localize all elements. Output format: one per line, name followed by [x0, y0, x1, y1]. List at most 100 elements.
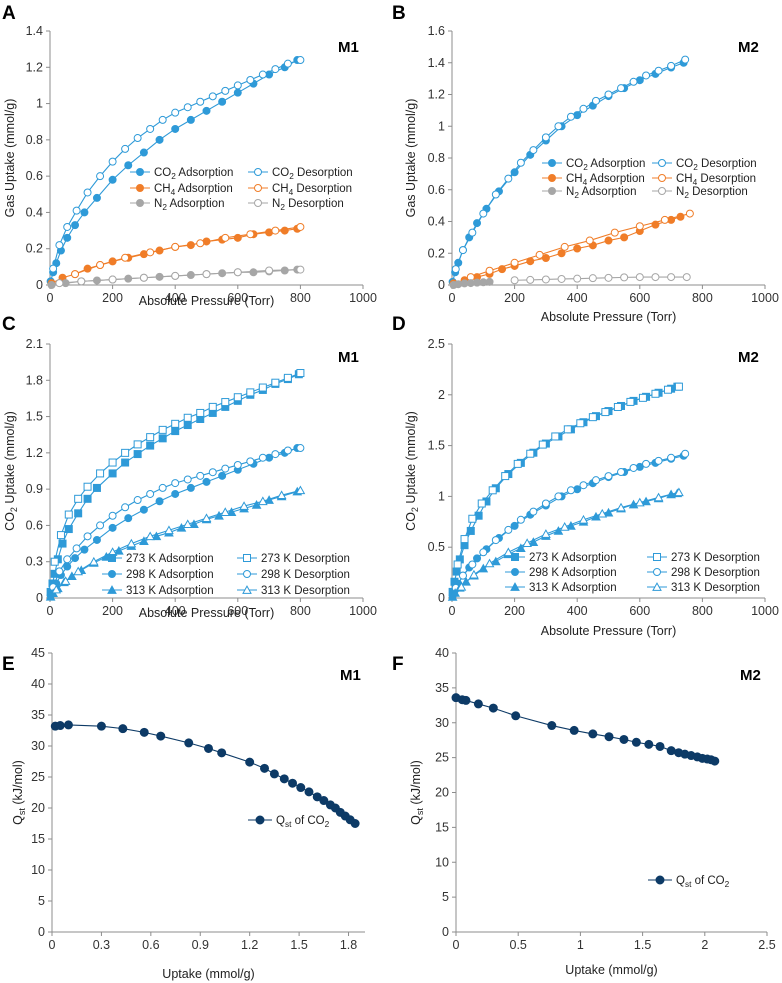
- data-point: [108, 175, 117, 184]
- data-point: [660, 215, 669, 224]
- y-tick-label: 1.2: [26, 60, 43, 74]
- legend-marker: [254, 168, 262, 176]
- legend-label: CH4 Desorption: [676, 173, 756, 187]
- data-point: [77, 277, 86, 286]
- data-point: [491, 190, 500, 199]
- data-point: [541, 275, 550, 284]
- y-tick-label: 0.4: [26, 205, 43, 219]
- x-tick-label: 0.6: [142, 938, 159, 952]
- data-point: [74, 509, 83, 518]
- data-point: [133, 440, 142, 449]
- x-tick-label: 1000: [349, 291, 377, 305]
- data-point: [526, 449, 535, 458]
- legend-marker: [655, 875, 665, 885]
- series-line: [470, 213, 691, 278]
- data-point: [479, 548, 488, 557]
- legend-marker: [243, 570, 251, 578]
- x-tick-label: 800: [692, 291, 713, 305]
- data-point: [578, 514, 589, 524]
- panel-letter: A: [2, 3, 16, 24]
- data-point: [516, 515, 525, 524]
- legend-label: 313 K Adsorption: [529, 582, 617, 594]
- data-point: [126, 538, 137, 548]
- data-point: [96, 261, 105, 270]
- data-point: [202, 106, 211, 115]
- y-tick-label: 0: [438, 278, 445, 292]
- data-point: [541, 529, 551, 538]
- y-tick-label: 1.5: [26, 410, 43, 424]
- data-point: [468, 228, 477, 237]
- data-point: [133, 450, 142, 459]
- legend-marker: [108, 570, 116, 578]
- data-point: [55, 279, 64, 288]
- data-point: [635, 273, 644, 282]
- x-tick-label: 200: [102, 604, 123, 618]
- data-point: [585, 236, 594, 245]
- data-point: [220, 507, 231, 516]
- legend: 273 K Adsorption 273 K Desorption 298 K Ad…: [102, 553, 350, 597]
- y-axis-label: CO2 Uptake (mmol/g): [404, 411, 420, 531]
- y-tick-label: 0.4: [428, 215, 445, 229]
- data-point: [560, 242, 569, 251]
- legend-label: CH4 Desorption: [272, 183, 352, 197]
- y-tick-label: 45: [31, 646, 45, 660]
- legend-label: 298 K Adsorption: [126, 569, 214, 581]
- data-point: [55, 721, 65, 731]
- x-tick-label: 0: [47, 604, 54, 618]
- data-point: [221, 398, 230, 407]
- data-point: [171, 489, 180, 498]
- data-point: [80, 545, 89, 554]
- legend-item: CH4 Desorption: [652, 173, 756, 187]
- y-tick-label: 5: [442, 890, 449, 904]
- x-tick-label: 800: [692, 604, 713, 618]
- legend-item: 298 K Desorption: [237, 569, 350, 581]
- legend-label: N2 Adsorption: [566, 186, 636, 200]
- data-point: [257, 496, 268, 506]
- data-point: [182, 519, 193, 529]
- data-point: [451, 265, 460, 274]
- legend-marker: [658, 159, 666, 167]
- data-point: [108, 458, 117, 467]
- legend-item: CH4 Adsorption: [542, 173, 645, 187]
- data-point: [651, 389, 660, 398]
- data-point: [108, 523, 117, 532]
- data-point: [108, 469, 117, 478]
- x-tick-label: 1000: [751, 604, 779, 618]
- legend-item: Qst of CO2: [648, 875, 730, 889]
- data-point: [139, 148, 148, 157]
- data-point: [186, 115, 195, 124]
- data-point: [626, 397, 635, 406]
- data-point: [246, 75, 255, 84]
- data-point: [146, 248, 155, 257]
- data-point: [56, 531, 65, 540]
- data-point: [296, 265, 305, 274]
- data-point: [233, 268, 242, 277]
- data-point: [634, 497, 645, 507]
- sample-tag: M2: [738, 39, 759, 56]
- data-point: [183, 421, 192, 430]
- data-point: [591, 476, 600, 485]
- legend-marker: [255, 815, 265, 825]
- legend-marker: [108, 554, 116, 562]
- x-tick-label: 600: [629, 291, 650, 305]
- series-5: [51, 485, 306, 594]
- x-tick-label: 600: [227, 604, 248, 618]
- data-point: [258, 453, 267, 462]
- y-tick-label: 2.5: [428, 337, 445, 351]
- data-point: [559, 522, 570, 531]
- legend-marker: [548, 187, 556, 195]
- data-point: [218, 97, 227, 106]
- data-point: [249, 268, 258, 277]
- chart-panel-d: D M2 0 200 400 600 800 1000 0 0.5 1 1.5 2 2.5 Absolute…: [392, 314, 779, 638]
- data-point: [654, 456, 663, 465]
- data-point: [71, 270, 80, 279]
- y-tick-label: 40: [31, 677, 45, 691]
- legend-marker: [548, 159, 556, 167]
- legend-marker: [254, 199, 262, 207]
- data-point: [96, 172, 105, 181]
- data-point: [526, 275, 535, 284]
- series-3: [466, 209, 694, 282]
- series-0: [50, 720, 360, 828]
- data-point: [63, 222, 72, 231]
- legend-marker: [136, 168, 144, 176]
